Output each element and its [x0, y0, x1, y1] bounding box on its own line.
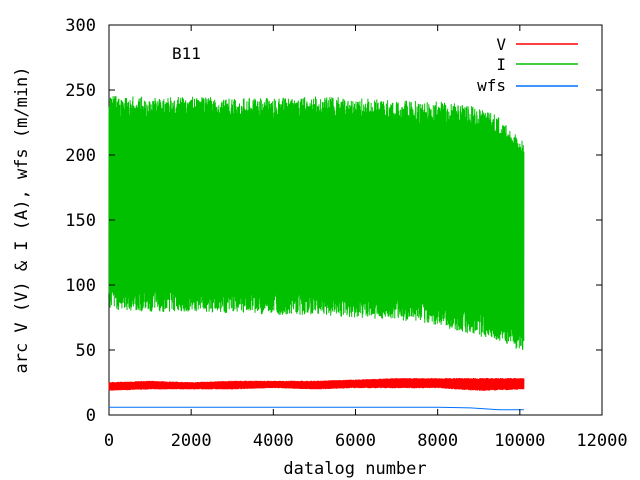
legend-label-v: V: [496, 35, 506, 54]
legend: V I wfs: [477, 35, 578, 95]
legend-label-wfs: wfs: [477, 76, 506, 95]
x-tick-label: 2000: [171, 431, 212, 451]
x-tick-label: 0: [104, 431, 114, 451]
y-tick-label: 300: [65, 16, 96, 36]
y-tick-label: 200: [65, 146, 96, 166]
x-tick-label: 6000: [335, 431, 376, 451]
series-line-v: [108, 377, 525, 391]
y-axis-label: arc V (V) & I (A), wfs (m/min): [12, 66, 32, 373]
x-tick-label: 10000: [494, 431, 545, 451]
series-line-wfs: [109, 406, 524, 411]
x-tick-label: 8000: [417, 431, 458, 451]
y-tick-label: 50: [76, 341, 96, 361]
y-tick-label: 100: [65, 276, 96, 296]
legend-label-i: I: [496, 55, 506, 74]
chart-annotation: B11: [172, 44, 201, 63]
y-tick-label: 150: [65, 211, 96, 231]
ticks-layer: 0 2000 4000 6000 8000 10000 12000 0 50 100 150 200 2…: [65, 16, 627, 451]
x-tick-label: 12000: [576, 431, 627, 451]
x-tick-label: 4000: [253, 431, 294, 451]
y-tick-label: 0: [86, 406, 96, 426]
series-line-i: [108, 96, 525, 350]
y-tick-label: 250: [65, 81, 96, 101]
x-axis-label: datalog number: [283, 459, 426, 479]
series-layer: [108, 96, 525, 411]
